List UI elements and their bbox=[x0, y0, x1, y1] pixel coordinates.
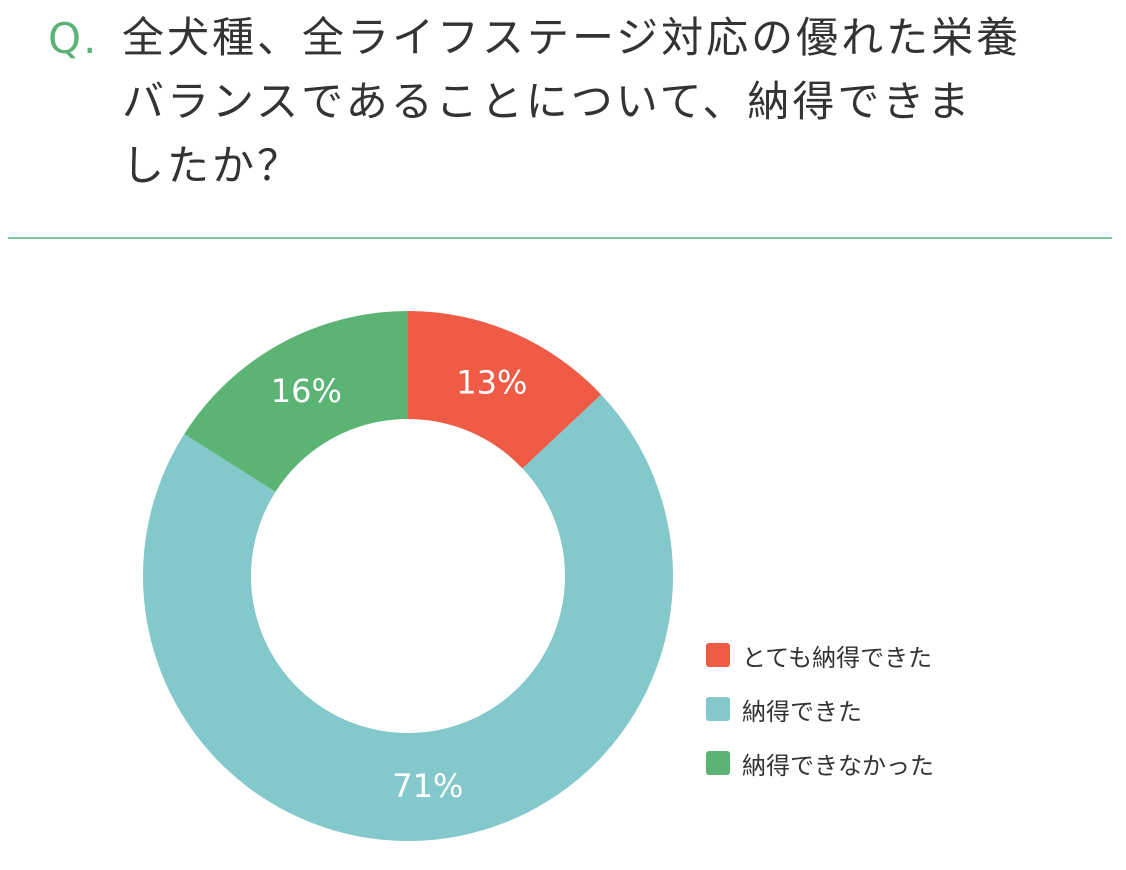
label-not-satisfied: 16% bbox=[271, 372, 342, 410]
slice-not-satisfied bbox=[184, 311, 408, 492]
question-header: Q. 全犬種、全ライフステージ対応の優れた栄養 バランスであることについて、納得… bbox=[48, 6, 1108, 198]
legend-item-satisfied: 納得できた bbox=[706, 682, 1086, 736]
legend-item-not-satisfied: 納得できなかった bbox=[706, 736, 1086, 790]
chart-legend: とても納得できた 納得できた 納得できなかった bbox=[706, 628, 1086, 790]
legend-label: 納得できなかった bbox=[742, 751, 934, 780]
legend-swatch bbox=[706, 697, 730, 721]
label-very-satisfied: 13% bbox=[456, 363, 527, 401]
legend-item-very-satisfied: とても納得できた bbox=[706, 628, 1086, 682]
section-divider bbox=[8, 237, 1112, 239]
question-text: 全犬種、全ライフステージ対応の優れた栄養 バランスであることについて、納得できま… bbox=[122, 6, 1082, 198]
question-prefix: Q. bbox=[48, 14, 99, 63]
label-satisfied: 71% bbox=[392, 767, 463, 805]
slice-very-satisfied bbox=[408, 311, 602, 469]
question-line: バランスであることについて、納得できま bbox=[122, 77, 973, 126]
legend-swatch bbox=[706, 643, 730, 667]
slice-satisfied bbox=[143, 394, 674, 842]
question-line: 全犬種、全ライフステージ対応の優れた栄養 bbox=[122, 13, 1022, 62]
legend-label: とても納得できた bbox=[742, 643, 933, 672]
legend-label: 納得できた bbox=[742, 697, 862, 726]
question-line: したか？ bbox=[122, 141, 303, 190]
legend-swatch bbox=[706, 751, 730, 775]
